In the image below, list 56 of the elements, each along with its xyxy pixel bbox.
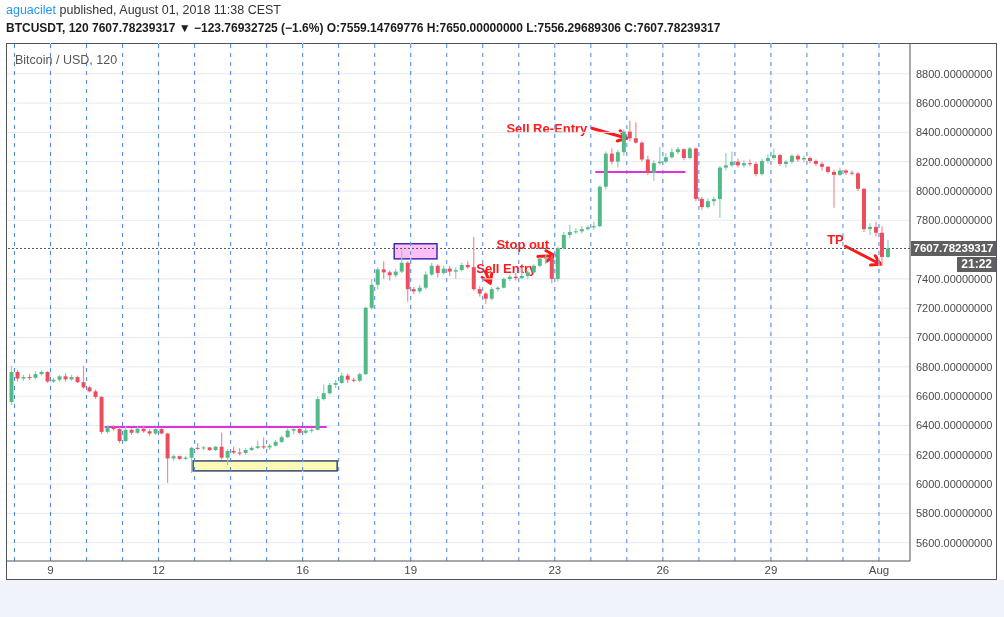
candlestick [813, 158, 818, 167]
candlestick [723, 152, 728, 172]
candlestick [765, 153, 770, 164]
x-tick-label: 19 [404, 564, 418, 577]
text: published, August 01, 2018 11:38 CEST [58, 3, 281, 17]
annotation: Stop out [496, 236, 550, 252]
y-tick-label: 8800.00000000 [916, 67, 993, 80]
candlestick [549, 254, 554, 284]
text: Bitcoin / USD, 120 [15, 53, 118, 67]
ref-line-label: 7607.78239317 [911, 240, 996, 256]
x-tick-label: 12 [152, 564, 165, 577]
candlestick [639, 140, 644, 163]
candlestick [855, 171, 860, 192]
y-tick-label: 5600.00000000 [916, 536, 993, 549]
y-tick-label: 8600.00000000 [916, 96, 993, 109]
candlestick [771, 147, 776, 161]
y-tick-label: 8400.00000000 [916, 126, 993, 139]
candlestick [81, 365, 86, 390]
candlestick [831, 169, 836, 209]
y-tick-label: 8200.00000000 [916, 155, 993, 168]
candlestick [849, 169, 854, 177]
y-tick-label: 7000.00000000 [916, 331, 993, 344]
x-tick-label: Aug [868, 564, 890, 577]
candlestick [886, 239, 890, 260]
y-tick-label: 8000.00000000 [916, 184, 993, 197]
y-tick-label: 6600.00000000 [916, 390, 993, 403]
y-tick-label: 6400.00000000 [916, 419, 993, 432]
text: aguacilet [6, 3, 57, 17]
candlestick [399, 249, 404, 274]
y-tick-label: 7400.00000000 [916, 272, 993, 285]
x-tick-label: 26 [656, 564, 670, 577]
x-tick-label: 23 [548, 564, 562, 577]
candlestick [627, 120, 632, 142]
y-tick-label: 6200.00000000 [916, 448, 993, 461]
candlestick [621, 128, 626, 157]
candlestick [369, 278, 374, 311]
candlestick [219, 432, 224, 460]
annotation: Sell Re-Entry [506, 120, 589, 136]
x-tick-label: 9 [47, 564, 54, 577]
candlestick [375, 266, 380, 290]
candlestick [645, 155, 650, 176]
candlestick [189, 446, 194, 474]
y-tick-label: 6000.00000000 [916, 477, 993, 490]
y-tick-label: 5800.00000000 [916, 507, 993, 520]
candlestick [819, 161, 824, 172]
chart-subtitle: BTCUSDT, 120 7607.78239317 ▼ −123.76932725 (−1.6%) O:7559.14769776 H:7650.00000000 L:7556.29689306 C:7607.78239317 [6, 21, 721, 35]
x-tick-label: 16 [296, 564, 310, 577]
y-tick-label: 6800.00000000 [916, 360, 993, 373]
y-tick-label: 7800.00000000 [916, 214, 993, 227]
candlestick [651, 159, 656, 182]
candlestick [747, 158, 752, 167]
y-tick-label: 7200.00000000 [916, 302, 993, 315]
annotation: TP [827, 231, 845, 247]
candlestick [471, 236, 476, 292]
text: 21:22 [957, 257, 996, 273]
x-tick-label: 29 [764, 564, 778, 577]
